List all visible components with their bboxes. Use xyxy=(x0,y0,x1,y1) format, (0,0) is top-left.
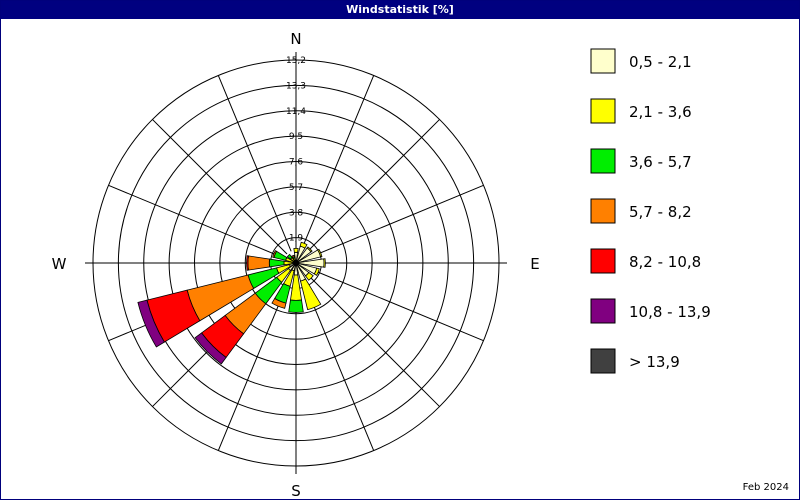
sector-W-3 xyxy=(247,255,271,271)
sector-S-2 xyxy=(288,299,304,313)
legend-swatch xyxy=(590,198,616,224)
legend-label: 0,5 - 2,1 xyxy=(629,53,692,71)
legend-label: 3,6 - 5,7 xyxy=(629,153,692,171)
sector-E-1 xyxy=(323,258,326,268)
sector-ENE-1 xyxy=(317,248,323,258)
sector-ESE-1 xyxy=(313,267,320,276)
sector-NNE-1 xyxy=(299,241,308,249)
legend-swatch xyxy=(590,348,616,374)
sector-NNW-3 xyxy=(291,254,295,258)
legend-label: > 13,9 xyxy=(629,353,680,371)
chart-title: Windstatistik [%] xyxy=(1,1,799,19)
sector-N-1 xyxy=(293,247,299,253)
r-tick-label: 5,7 xyxy=(289,183,303,193)
radial-tick-labels: 1,9 3,8 5,7 7,6 9,5 11,4 13,3 15,2 xyxy=(286,56,306,244)
r-tick-label: 11,4 xyxy=(286,107,306,117)
legend-swatch xyxy=(590,298,616,324)
grid-spoke xyxy=(108,184,285,259)
sector-SE-1 xyxy=(304,271,314,281)
r-tick-label: 1,9 xyxy=(289,234,304,244)
legend-label: 8,2 - 10,8 xyxy=(629,253,701,271)
compass-W: W xyxy=(52,255,67,273)
grid-spoke xyxy=(307,267,484,342)
sector-SW-5 xyxy=(194,332,227,365)
compass-labels: N S E W xyxy=(52,30,540,499)
legend-swatch xyxy=(590,98,616,124)
grid-spoke xyxy=(307,184,484,259)
sector-WNW-3 xyxy=(272,250,278,258)
legend-swatch xyxy=(590,248,616,274)
legend-swatch xyxy=(590,48,616,74)
compass-S: S xyxy=(291,482,301,499)
compass-N: N xyxy=(290,30,301,48)
r-tick-label: 3,8 xyxy=(289,208,304,218)
sector-NE-1 xyxy=(306,246,313,253)
wind-rose-chart: 1,9 3,8 5,7 7,6 9,5 11,4 13,3 15,2 N S E W 0,5 - 2… xyxy=(52,30,711,499)
grid-spoke xyxy=(152,119,288,255)
grid-spoke xyxy=(304,271,440,407)
legend: 0,5 - 2,1 2,1 - 3,6 3,6 - 5,7 5,7 - 8,2 8,2 … xyxy=(590,48,711,374)
grid-spoke xyxy=(217,75,292,252)
r-tick-label: 7,6 xyxy=(289,158,304,168)
sector-SSW-3 xyxy=(271,297,287,309)
grid-spoke xyxy=(304,119,440,255)
date-label: Feb 2024 xyxy=(742,482,789,493)
wind-sectors xyxy=(137,241,326,365)
legend-swatch xyxy=(590,148,616,174)
sector-W-4 xyxy=(246,255,249,271)
r-tick-label: 15,2 xyxy=(286,56,306,66)
legend-label: 10,8 - 13,9 xyxy=(629,303,711,321)
legend-label: 2,1 - 3,6 xyxy=(629,103,692,121)
grid-spoke xyxy=(300,75,375,252)
legend-label: 5,7 - 8,2 xyxy=(629,203,692,221)
sector-NW-2 xyxy=(286,253,293,260)
r-tick-label: 13,3 xyxy=(286,81,306,91)
sector-WSW-5 xyxy=(137,299,165,348)
sector-SSE-1 xyxy=(300,278,322,311)
sector-W-2 xyxy=(268,258,285,268)
compass-E: E xyxy=(530,255,539,273)
r-tick-label: 9,5 xyxy=(289,132,303,142)
